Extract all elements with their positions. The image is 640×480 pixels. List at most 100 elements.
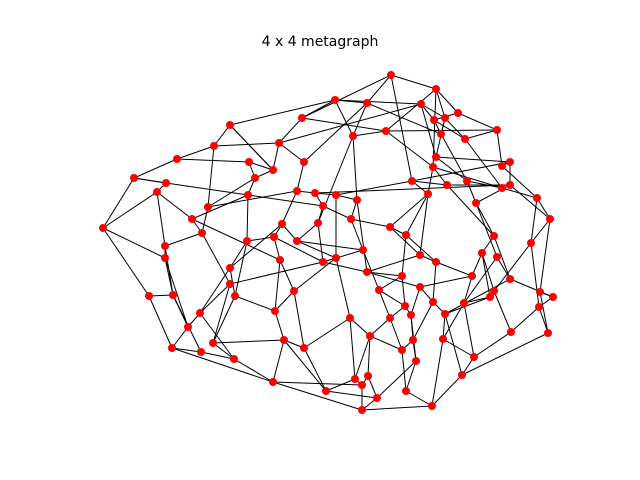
- graph-node: [173, 155, 181, 163]
- graph-node: [428, 402, 436, 410]
- graph-edge: [411, 180, 448, 186]
- graph-node: [204, 203, 212, 211]
- graph-edge: [435, 156, 511, 163]
- graph-edge: [389, 193, 429, 228]
- graph-node: [290, 287, 298, 295]
- graph-edge: [369, 317, 391, 337]
- graph-edge: [442, 302, 465, 340]
- graph-edge: [366, 254, 421, 273]
- graph-edge: [366, 271, 421, 288]
- graph-edge: [432, 261, 437, 303]
- graph-edge: [435, 261, 473, 277]
- graph-edge: [274, 259, 281, 312]
- graph-node: [245, 158, 253, 166]
- graph-node: [432, 153, 440, 161]
- graph-node: [162, 179, 170, 187]
- graph-edge: [148, 295, 173, 349]
- graph-node: [168, 344, 176, 352]
- graph-node: [161, 242, 169, 250]
- graph-node: [244, 191, 252, 199]
- graph-node: [416, 251, 424, 259]
- graph-edge: [457, 112, 498, 131]
- graph-edge: [165, 182, 249, 196]
- graph-edge: [234, 295, 276, 312]
- graph-edge: [390, 74, 413, 182]
- graph-node: [429, 298, 437, 306]
- graph-edge: [530, 218, 551, 244]
- graph-edge: [385, 130, 434, 168]
- graph-node: [460, 299, 468, 307]
- graph-node: [533, 194, 541, 202]
- graph-node: [300, 344, 308, 352]
- graph-node: [412, 357, 420, 365]
- graph-edge: [473, 331, 512, 358]
- graph-edge: [405, 193, 429, 236]
- graph-edge: [419, 275, 473, 288]
- graph-node: [278, 220, 286, 228]
- graph-node: [498, 162, 506, 170]
- graph-edge: [199, 312, 235, 360]
- graph-node: [490, 232, 498, 240]
- graph-node: [527, 239, 535, 247]
- graph-edge: [401, 275, 406, 307]
- graph-node: [454, 109, 462, 117]
- graph-edge: [272, 142, 280, 171]
- graph-edge: [274, 310, 285, 341]
- graph-node: [409, 336, 417, 344]
- graph-edge: [207, 190, 298, 208]
- graph-edge: [501, 165, 538, 199]
- graph-edge: [334, 99, 422, 105]
- graph-edge: [102, 191, 158, 229]
- graph-edge: [405, 360, 417, 392]
- graph-edge: [362, 249, 380, 291]
- graph-edge: [481, 252, 491, 298]
- graph-edge: [354, 335, 371, 380]
- graph-edge: [322, 205, 352, 220]
- graph-node: [535, 303, 543, 311]
- graph-edge: [171, 347, 274, 383]
- graph-edge: [156, 191, 193, 220]
- graph-node: [270, 233, 278, 241]
- graph-edge: [464, 138, 503, 189]
- graph-node: [416, 283, 424, 291]
- graph-edge: [272, 381, 363, 386]
- graph-edge: [431, 374, 463, 407]
- graph-node: [430, 116, 438, 124]
- graph-edge: [366, 74, 392, 104]
- graph-edge: [444, 296, 491, 315]
- graph-edge: [419, 193, 429, 256]
- graph-node: [300, 158, 308, 166]
- graph-edge: [539, 291, 549, 334]
- graph-edge: [296, 240, 364, 251]
- graph-node: [549, 293, 557, 301]
- graph-node: [351, 375, 359, 383]
- graph-edge: [390, 74, 437, 90]
- graph-node: [231, 292, 239, 300]
- graph-node: [332, 254, 340, 262]
- graph-edge: [538, 306, 549, 334]
- graph-node: [417, 100, 425, 108]
- chart-title: 4 x 4 metagraph: [261, 34, 379, 50]
- graph-edge: [356, 199, 368, 273]
- graph-edge: [273, 236, 324, 263]
- graph-edge: [349, 317, 371, 337]
- graph-node: [311, 189, 319, 197]
- graph-edge: [201, 232, 231, 285]
- graph-edge: [475, 202, 498, 258]
- graph-node: [486, 293, 494, 301]
- graph-node: [363, 99, 371, 107]
- graph-node: [472, 199, 480, 207]
- graph-node: [498, 184, 506, 192]
- graph-node: [398, 272, 406, 280]
- graph-edge: [213, 124, 231, 147]
- graph-edge: [440, 133, 468, 182]
- graph-edge: [325, 378, 356, 392]
- graph-edge: [444, 313, 463, 376]
- graph-edge: [427, 166, 434, 195]
- graph-node: [269, 166, 277, 174]
- graph-edge: [246, 236, 275, 242]
- graph-node: [386, 314, 394, 322]
- graph-node: [197, 348, 205, 356]
